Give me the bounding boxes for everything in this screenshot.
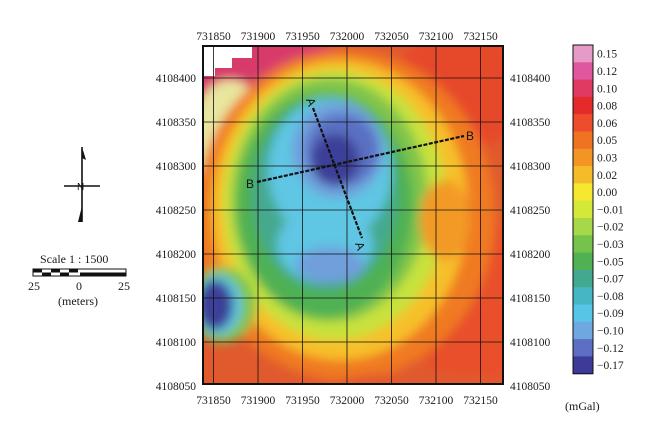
colorbar-label: 0.05 bbox=[597, 135, 617, 147]
y-tick-right: 4108200 bbox=[510, 249, 551, 261]
y-tick-left: 4108400 bbox=[156, 73, 197, 85]
colorbar-label: −0.05 bbox=[597, 256, 624, 268]
colorbar-swatch bbox=[573, 356, 593, 375]
colorbar-label: −0.01 bbox=[597, 204, 624, 216]
colorbar-label: 0.10 bbox=[597, 83, 617, 95]
y-tick-left: 4108250 bbox=[156, 205, 197, 217]
x-tick-top: 731900 bbox=[241, 31, 276, 43]
x-tick-bottom: 732000 bbox=[330, 395, 365, 407]
y-tick-right: 4108400 bbox=[510, 73, 551, 85]
map-grid bbox=[203, 46, 503, 384]
colorbar-swatch bbox=[573, 235, 593, 254]
x-tick-top: 732000 bbox=[330, 31, 365, 43]
scale-bar-graphic bbox=[32, 268, 127, 277]
colorbar-swatch bbox=[573, 200, 593, 219]
colorbar-swatch bbox=[573, 339, 593, 357]
scale-label-left: 25 bbox=[28, 279, 40, 293]
scale-unit: (meters) bbox=[58, 294, 98, 308]
x-tick-top: 732050 bbox=[374, 31, 409, 43]
colorbar-swatch bbox=[573, 45, 593, 63]
y-tick-labels-left: 4108400 4108350 4108300 4108250 4108200 41081… bbox=[156, 73, 197, 393]
colorbar-swatch bbox=[573, 96, 593, 115]
north-arrow-icon: N bbox=[64, 147, 100, 222]
profile-b-end-label: B bbox=[466, 129, 474, 143]
colorbar-label: −0.10 bbox=[597, 325, 624, 337]
colorbar-swatch bbox=[573, 218, 593, 236]
y-tick-right: 4108150 bbox=[510, 293, 551, 305]
colorbar-label: 0.03 bbox=[597, 152, 617, 164]
x-tick-bottom: 732100 bbox=[419, 395, 454, 407]
scale-label-mid: 0 bbox=[76, 279, 82, 293]
y-tick-right: 4108100 bbox=[510, 337, 551, 349]
colorbar-swatch bbox=[573, 183, 593, 202]
colorbar-label: −0.17 bbox=[597, 360, 624, 372]
colorbar-label: −0.02 bbox=[597, 222, 624, 234]
x-tick-top: 732150 bbox=[463, 31, 498, 43]
colorbar: 0.15 0.12 0.10 0.08 0.06 0.05 0.03 0.02 0.00 −0.0… bbox=[572, 44, 624, 375]
colorbar-swatch bbox=[573, 166, 593, 184]
colorbar-label: −0.07 bbox=[597, 274, 624, 286]
scale-title: Scale 1 : 1500 bbox=[40, 252, 109, 266]
colorbar-label: −0.03 bbox=[597, 239, 624, 251]
y-tick-right: 4108300 bbox=[510, 161, 551, 173]
colorbar-swatch bbox=[573, 287, 593, 305]
x-tick-labels-bottom: 731850 731900 731950 732000 732050 732100 7321… bbox=[196, 395, 498, 407]
colorbar-label: 0.06 bbox=[597, 118, 617, 130]
colorbar-label: 0.00 bbox=[597, 187, 617, 199]
y-tick-left: 4108050 bbox=[156, 381, 197, 393]
colorbar-swatch bbox=[573, 304, 593, 323]
colorbar-swatch bbox=[573, 131, 593, 150]
scale-label-right: 25 bbox=[118, 279, 130, 293]
y-tick-labels-right: 4108400 4108350 4108300 4108250 4108200 41081… bbox=[510, 73, 551, 393]
y-tick-right: 4108250 bbox=[510, 205, 551, 217]
colorbar-swatch bbox=[573, 269, 593, 288]
colorbar-label: 0.08 bbox=[597, 101, 617, 113]
anomaly-contour-map bbox=[203, 46, 503, 384]
y-tick-left: 4108200 bbox=[156, 249, 197, 261]
colorbar-swatch bbox=[573, 252, 593, 271]
x-tick-bottom: 732150 bbox=[463, 395, 498, 407]
y-tick-left: 4108350 bbox=[156, 117, 197, 129]
x-tick-bottom: 731950 bbox=[285, 395, 320, 407]
colorbar-swatch bbox=[573, 62, 593, 81]
profile-line-b bbox=[256, 134, 465, 184]
y-tick-left: 4108150 bbox=[156, 293, 197, 305]
north-label: N bbox=[77, 182, 84, 193]
map-frame bbox=[202, 45, 504, 385]
x-tick-labels-top: 731850 731900 731950 732000 732050 732100 7321… bbox=[196, 31, 498, 43]
colorbar-swatch bbox=[573, 79, 593, 98]
x-tick-top: 732100 bbox=[419, 31, 454, 43]
profile-line-a bbox=[311, 107, 364, 239]
x-tick-bottom: 732050 bbox=[374, 395, 409, 407]
colorbar-swatch bbox=[573, 148, 593, 167]
y-tick-right: 4108350 bbox=[510, 117, 551, 129]
colorbar-label: −0.08 bbox=[597, 291, 624, 303]
y-tick-right: 4108050 bbox=[510, 381, 551, 393]
y-tick-left: 4108100 bbox=[156, 337, 197, 349]
colorbar-unit: (mGal) bbox=[565, 399, 600, 413]
x-tick-bottom: 731850 bbox=[196, 395, 231, 407]
x-tick-top: 731950 bbox=[285, 31, 320, 43]
colorbar-label: −0.09 bbox=[597, 308, 624, 320]
profile-b-start-label: B bbox=[246, 177, 254, 191]
colorbar-swatch bbox=[573, 321, 593, 340]
colorbar-swatch bbox=[573, 114, 593, 132]
colorbar-label: 0.12 bbox=[597, 66, 617, 78]
colorbar-label: 0.02 bbox=[597, 170, 617, 182]
y-tick-left: 4108300 bbox=[156, 161, 197, 173]
x-tick-bottom: 731900 bbox=[241, 395, 276, 407]
colorbar-label: −0.12 bbox=[597, 343, 624, 355]
colorbar-label: 0.15 bbox=[597, 49, 617, 61]
x-tick-top: 731850 bbox=[196, 31, 231, 43]
